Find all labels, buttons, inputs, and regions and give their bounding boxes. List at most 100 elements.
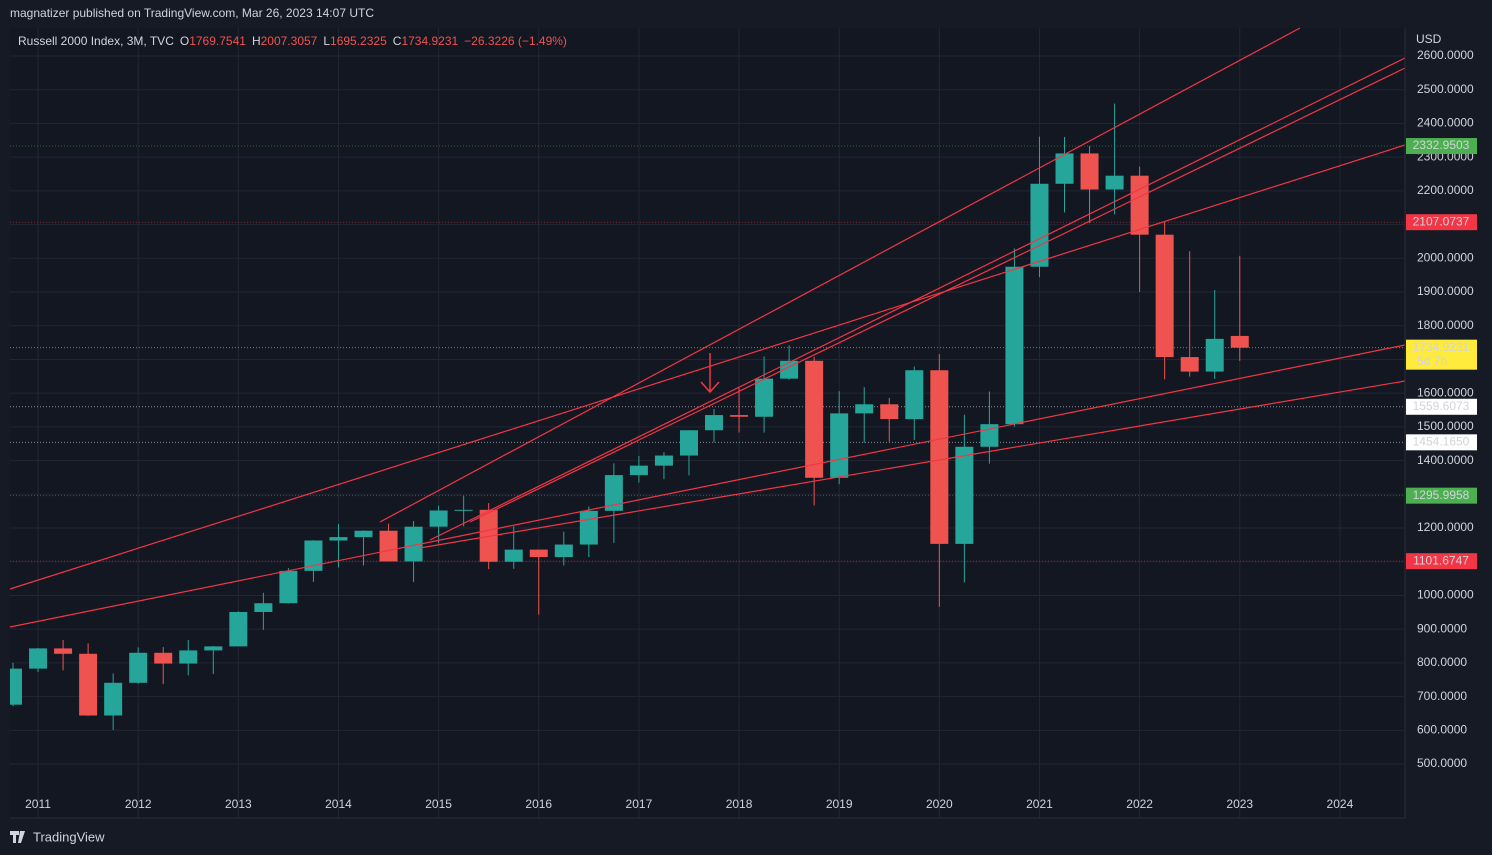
y-tick-label: 1800.0000 [1417, 318, 1474, 332]
candle-body [629, 465, 648, 476]
candle-body [1030, 183, 1049, 267]
x-tick-label: 2020 [926, 797, 953, 811]
x-tick-label: 2013 [225, 797, 252, 811]
candle-body [179, 650, 198, 664]
candle-body [905, 370, 924, 420]
legend-value: 2007.3057 [261, 34, 318, 48]
candle-body [229, 611, 248, 647]
y-tick-label: 2200.0000 [1417, 183, 1474, 197]
candle-body [404, 526, 423, 562]
candle-body [504, 549, 523, 562]
x-tick-label: 2014 [325, 797, 352, 811]
y-tick-label: 600.0000 [1417, 723, 1467, 737]
candle-body [1130, 175, 1149, 235]
candle-body [755, 378, 774, 417]
y-tick-label: 1000.0000 [1417, 588, 1474, 602]
y-tick-label: 800.0000 [1417, 655, 1467, 669]
candle-body [204, 646, 223, 651]
currency: USD [1416, 32, 1442, 46]
price-label-box [1406, 398, 1477, 415]
y-tick-label: 1200.0000 [1417, 520, 1474, 534]
price-label: 1101.6747 [1413, 553, 1469, 567]
candle-body [955, 446, 974, 544]
price-label: 1559.6073 [1413, 399, 1470, 413]
y-tick-label: 1500.0000 [1417, 419, 1474, 433]
candle-body [1105, 175, 1124, 190]
countdown-label: 5d 7h [1417, 354, 1447, 368]
candle-body [930, 370, 949, 544]
candle-body [529, 549, 548, 558]
legend: Russell 2000 Index, 3M, TVC O1769.7541 H20… [18, 34, 567, 48]
price-label: 2332.9503 [1413, 138, 1470, 152]
candle-body [1155, 234, 1174, 358]
x-tick-label: 2015 [425, 797, 452, 811]
candle-body [1005, 266, 1024, 425]
x-tick-label: 2021 [1026, 797, 1053, 811]
trend-line [419, 380, 1406, 549]
legend-value: 1769.7541 [189, 34, 246, 48]
candle-body [1230, 335, 1249, 348]
legend-label: O [180, 34, 189, 48]
y-tick-label: 1400.0000 [1417, 453, 1474, 467]
candle-body [1180, 357, 1199, 372]
price-label-box [1406, 553, 1477, 570]
price-label: 2107.0737 [1413, 214, 1470, 228]
legend-label: C [393, 34, 402, 48]
price-label: 1454.1650 [1413, 435, 1470, 449]
trend-line [9, 144, 1406, 590]
candle-body [855, 404, 874, 414]
y-tick-label: 500.0000 [1417, 756, 1467, 770]
price-label-box [1406, 214, 1477, 231]
candle-body [705, 415, 724, 431]
legend-change: −26.3226 (−1.49%) [464, 34, 567, 48]
price-label-box [1406, 434, 1477, 451]
candle-body [304, 540, 323, 571]
candle-body [679, 430, 698, 456]
candle-body [1080, 153, 1099, 190]
trend-line [469, 67, 1406, 523]
arrow-annotation [700, 353, 720, 394]
x-tick-label: 2017 [626, 797, 653, 811]
candle-body [10, 668, 23, 705]
x-tick-label: 2022 [1126, 797, 1153, 811]
candle-body [279, 570, 298, 604]
y-tick-label: 2600.0000 [1417, 48, 1474, 62]
candle-body [1055, 153, 1074, 184]
y-tick-label: 1600.0000 [1417, 385, 1474, 399]
price-label: 1734.9231 [1413, 340, 1470, 354]
price-label-box [1406, 138, 1477, 155]
y-tick-label: 2000.0000 [1417, 250, 1474, 264]
attribution: magnatizer published on TradingView.com,… [10, 6, 374, 20]
candle-body [830, 413, 849, 478]
candle-body [129, 652, 148, 683]
y-tick-label: 1900.0000 [1417, 284, 1474, 298]
x-tick-label: 2024 [1327, 797, 1354, 811]
candle-body [354, 530, 373, 538]
candle-body [429, 510, 448, 527]
x-tick-label: 2023 [1226, 797, 1253, 811]
x-tick-label: 2012 [125, 797, 152, 811]
candle-body [654, 455, 673, 466]
legend-label: H [252, 34, 261, 48]
legend-symbol: Russell 2000 Index, 3M, TVC [18, 34, 174, 48]
candle-body [79, 653, 98, 716]
candle-body [730, 415, 749, 417]
price-label-box [1406, 487, 1477, 504]
candle-body [154, 652, 173, 664]
trend-lines [9, 27, 1406, 628]
candle-body [805, 360, 824, 478]
candle-body [604, 475, 623, 511]
candle-body [329, 537, 348, 541]
y-tick-label: 2500.0000 [1417, 82, 1474, 96]
price-label: 1295.9958 [1413, 488, 1470, 502]
trend-line [429, 57, 1406, 541]
candle-body [579, 510, 598, 545]
candle-body [54, 648, 73, 654]
candle-body [1205, 338, 1224, 372]
candle-body [454, 509, 473, 511]
candle-body [379, 530, 398, 562]
brand: TradingView [33, 829, 105, 844]
y-tick-label: 900.0000 [1417, 621, 1467, 635]
legend-value: 1695.2325 [330, 34, 387, 48]
